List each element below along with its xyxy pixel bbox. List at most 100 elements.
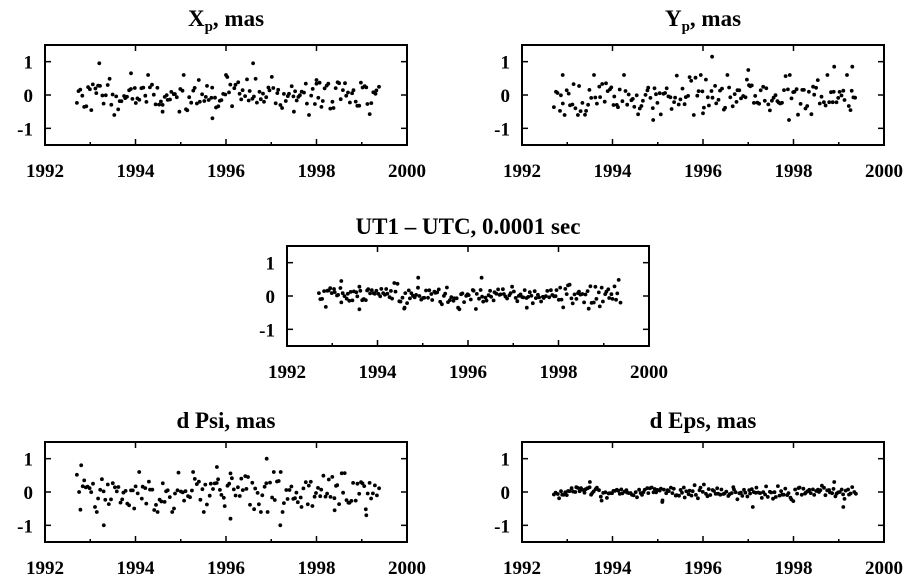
ut1-utc-data-point [526,295,531,299]
xp-title-unit: , mas [213,6,264,31]
xp-data-point [78,87,83,92]
dpsi-data-point [268,480,272,485]
yp-data-point [768,108,772,113]
deps-x-tick-label: 1994 [594,558,633,579]
ut1-utc-data-point [522,288,527,292]
xp-data-point [262,99,266,104]
deps-data-point [841,492,845,497]
deps-data-point [764,484,768,489]
ut1-utc-data-point [424,288,428,293]
ut1-utc-data-point [599,285,604,290]
dpsi-data-point [150,487,155,492]
xp-data-point [206,98,211,102]
ut1-utc-data-point [534,296,538,300]
yp-data-point [626,92,631,97]
dpsi-data-point [167,495,172,499]
yp-data-point [566,91,571,96]
dpsi-data-point [373,483,377,488]
yp-data-point [727,85,731,90]
ut1-utc-data-point [537,295,541,300]
dpsi-data-point [75,472,79,477]
dpsi-data-point [278,523,283,528]
dpsi-data-point [240,488,245,492]
ut1-utc-data-point [417,294,422,298]
dpsi-data-point [155,510,160,514]
yp-data-point [770,98,774,103]
xp-data-point [100,93,105,98]
yp-data-point [725,73,730,77]
ut1-utc-data-point [414,293,418,297]
dpsi-data-point [139,496,144,501]
deps-data-point [772,490,777,495]
yp-data-point [839,93,844,98]
deps-data-point [666,489,671,493]
yp-data-point [707,103,711,108]
ut1-utc-data-point [612,284,617,289]
ut1-utc-data-point [574,297,579,301]
yp-data-point [764,86,769,91]
ut1-utc-data-point [561,305,566,310]
yp-data-point [716,97,721,102]
deps-data-point [749,487,754,492]
dpsi-data-point [110,481,115,486]
dpsi-data-point [332,508,337,513]
xp-x-tick-label: 1994 [117,161,156,182]
xp-data-point [173,92,177,96]
dpsi-data-point [360,481,365,486]
yp-data-point [651,118,656,122]
deps-data-point [631,493,636,498]
dpsi-data-point [303,480,308,485]
xp-data-point [203,95,208,99]
yp-data-point [805,104,810,108]
ut1-utc-x-tick-label: 1998 [540,362,578,383]
yp-title-unit: , mas [690,6,741,31]
xp-data-point [343,81,347,86]
dpsi-data-point [310,504,315,508]
xp-data-point [351,88,356,93]
yp-data-point [646,85,651,90]
xp-data-point [264,95,269,100]
deps-data-point [839,487,844,492]
ut1-utc-data-point [322,289,326,293]
deps-data-point [664,491,669,496]
deps-data-point [671,486,676,491]
dpsi-data-point [287,488,292,492]
deps-data-point [748,491,752,496]
ut1-utc-data-point [427,288,432,293]
deps-data-point [745,494,750,499]
ut1-utc-data-point [606,287,611,292]
ut1-utc-data-point [445,285,449,290]
dpsi-data-point [114,489,119,494]
deps-data-point [686,492,691,497]
dpsi-title-main: d Psi, mas [176,408,275,433]
yp-data-point [583,112,587,117]
yp-data-point [728,95,733,100]
deps-data-point [797,485,802,490]
deps-data-point [645,486,650,490]
xp-data-point [314,78,319,82]
dpsi-data-point [276,479,281,483]
yp-data-point [849,88,854,93]
xp-data-point [374,88,379,93]
dpsi-data-point [353,498,358,503]
dpsi-data-point [105,482,110,487]
yp-data-point [564,88,569,93]
dpsi-data-point [116,485,121,489]
xp-data-point [245,77,249,82]
xp-data-point [294,98,299,103]
xp-data-point [168,97,172,102]
xp-data-point [237,91,242,96]
xp-data-point [331,106,336,110]
xp-data-point [210,85,215,90]
dpsi-x-tick-label: 1996 [207,558,245,579]
deps-data-point [812,493,817,497]
dpsi-data-point [375,493,379,498]
yp-data-point [691,113,696,117]
yp-data-point [704,77,708,82]
xp-data-point [246,98,251,103]
yp-data-point [602,99,607,104]
dpsi-y-tick-label: -1 [17,516,33,537]
xp-data-point [133,101,138,105]
ut1-utc-y-tick-label: -1 [259,320,275,341]
dpsi-data-point [154,503,158,507]
